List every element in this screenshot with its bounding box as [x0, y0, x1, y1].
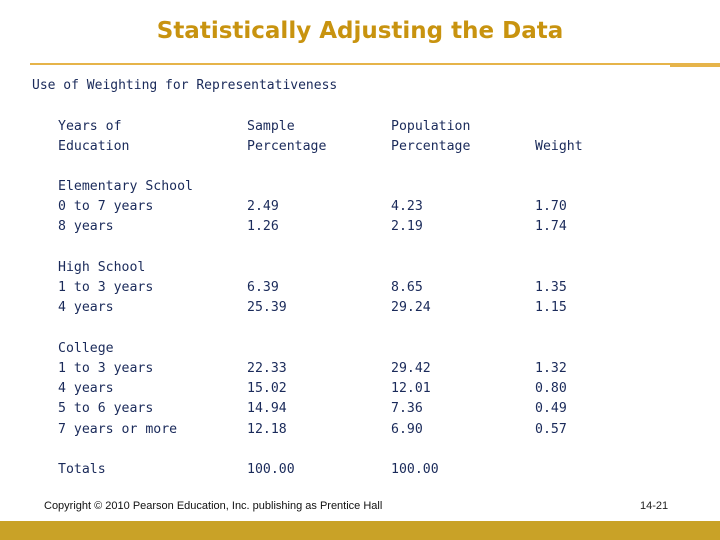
- row-label: 4 years: [58, 381, 114, 396]
- row-weight: 1.32: [535, 361, 567, 376]
- row-label: 0 to 7 years: [58, 199, 154, 214]
- row-sample: 25.39: [247, 300, 287, 315]
- header-sample-line1: Sample: [247, 119, 295, 134]
- header-weight: Weight: [535, 139, 583, 154]
- row-weight: 1.35: [535, 280, 567, 295]
- slide-title: Statistically Adjusting the Data: [156, 18, 564, 44]
- header-sample-line2: Percentage: [247, 139, 327, 154]
- title-divider: [30, 63, 720, 67]
- totals-sample: 100.00: [247, 462, 295, 477]
- totals-population: 100.00: [391, 462, 439, 477]
- row-label: 1 to 3 years: [58, 361, 154, 376]
- row-sample: 2.49: [247, 199, 279, 214]
- row-sample: 6.39: [247, 280, 279, 295]
- group-name-college: College: [58, 341, 114, 356]
- row-sample: 1.26: [247, 219, 279, 234]
- row-population: 29.42: [391, 361, 431, 376]
- row-weight: 1.15: [535, 300, 567, 315]
- header-education-line1: Years of: [58, 119, 122, 134]
- row-sample: 14.94: [247, 401, 287, 416]
- slide-number: 14-21: [640, 500, 669, 512]
- divider-thick-segment: [670, 63, 720, 67]
- group-name-high-school: High School: [58, 260, 146, 275]
- divider-thin-line: [30, 63, 670, 65]
- row-label: 4 years: [58, 300, 114, 315]
- row-population: 6.90: [391, 422, 423, 437]
- table-subtitle: Use of Weighting for Representativeness: [32, 78, 338, 93]
- row-weight: 1.70: [535, 199, 567, 214]
- row-population: 4.23: [391, 199, 423, 214]
- header-population-line1: Population: [391, 119, 471, 134]
- row-weight: 0.49: [535, 401, 567, 416]
- row-population: 12.01: [391, 381, 431, 396]
- row-label: 8 years: [58, 219, 114, 234]
- totals-label: Totals: [58, 462, 106, 477]
- row-population: 29.24: [391, 300, 431, 315]
- row-label: 7 years or more: [58, 422, 178, 437]
- row-sample: 15.02: [247, 381, 287, 396]
- row-weight: 0.80: [535, 381, 567, 396]
- footer-bar: [0, 521, 720, 540]
- row-weight: 0.57: [535, 422, 567, 437]
- row-population: 8.65: [391, 280, 423, 295]
- row-population: 2.19: [391, 219, 423, 234]
- row-sample: 12.18: [247, 422, 287, 437]
- row-weight: 1.74: [535, 219, 567, 234]
- copyright-notice: Copyright © 2010 Pearson Education, Inc.…: [44, 500, 383, 512]
- group-name-elementary: Elementary School: [58, 179, 193, 194]
- row-sample: 22.33: [247, 361, 287, 376]
- row-label: 1 to 3 years: [58, 280, 154, 295]
- row-population: 7.36: [391, 401, 423, 416]
- header-education-line2: Education: [58, 139, 130, 154]
- row-label: 5 to 6 years: [58, 401, 154, 416]
- header-population-line2: Percentage: [391, 139, 471, 154]
